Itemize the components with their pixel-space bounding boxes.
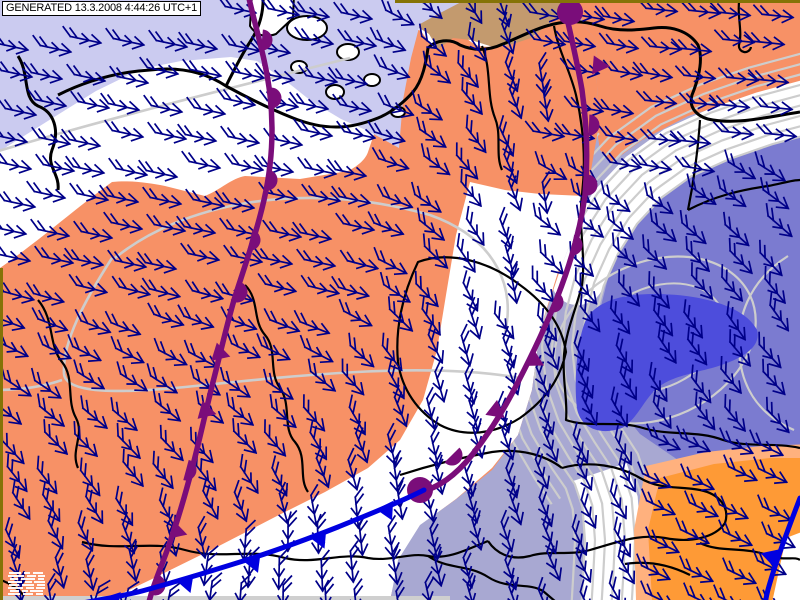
isle (363, 73, 381, 87)
occluded-front-east-semicircle-symbol (588, 114, 600, 136)
streamline (114, 196, 509, 333)
region-baltic-lavender (0, 0, 465, 151)
bottom-map-edge (0, 596, 450, 600)
occluded-front-west-semicircle-symbol (247, 229, 261, 251)
map-domain-edge-left (0, 268, 3, 600)
occluded-front-west-triangle-symbol (211, 342, 231, 361)
occluded-front-east-semicircle-symbol (549, 292, 564, 313)
occluded-front-east-junction-blob (557, 0, 583, 25)
isle (336, 43, 360, 61)
occluded-front-west-semicircle-symbol (265, 169, 278, 191)
cold-front-southeast (760, 495, 800, 600)
occluded-front-east-semicircle-symbol (569, 234, 583, 256)
cold-front-triangle-symbol (242, 553, 261, 573)
map-domain-edge-top (395, 0, 800, 3)
cold-front-triangle-symbol (376, 500, 394, 521)
occluded-front-west-triangle-symbol (168, 520, 188, 539)
occluded-front-east-semicircle-symbol (586, 174, 598, 196)
occluded-front-west-semicircle-symbol (261, 29, 273, 51)
isle (286, 15, 328, 41)
cold-front-southeast-triangle-symbol (760, 549, 780, 568)
cold-front-triangle-symbol (175, 573, 194, 594)
isle (325, 84, 345, 100)
generated-timestamp-label: GENERATED 13.3.2008 4:44:26 UTC+1 (2, 1, 201, 16)
cold-front-triangle-symbol (102, 592, 121, 600)
danish-isles (248, 0, 406, 118)
watermark-pixel-logo (8, 572, 45, 595)
cold-front-triangle-symbol (308, 529, 327, 549)
occluded-front-west-semicircle-symbol (183, 459, 197, 481)
region-cold-core (575, 294, 758, 432)
occluded-front-west (146, 0, 282, 600)
weather-fronts (84, 0, 800, 600)
occluded-front-east-triangle-symbol (524, 349, 545, 366)
cold-front (84, 487, 427, 600)
occluded-front-west-semicircle-symbol (271, 87, 282, 109)
streamline (0, 378, 63, 392)
region-corner-white (770, 528, 800, 600)
occluded-front-west-semicircle-symbol (234, 281, 248, 303)
occluded-front-east-triangle-symbol (485, 399, 505, 418)
occluded-front-east-triangle-symbol (592, 55, 610, 75)
occluded-front-west-triangle-symbol (197, 400, 217, 419)
